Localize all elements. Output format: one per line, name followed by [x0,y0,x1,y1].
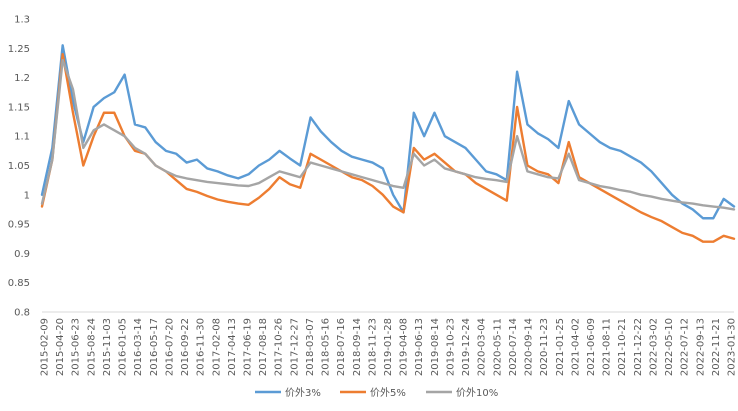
x-tick-label: 2018-07-16 [336,318,347,376]
x-tick-label: 2021-08-11 [602,318,613,376]
x-tick-label: 2017-08-18 [258,318,269,376]
y-tick-label: 0.9 [14,249,30,260]
y-tick-label: 1.2 [14,73,30,84]
y-tick-label: 1.3 [14,15,30,26]
y-tick-label: 1.15 [8,102,30,113]
x-tick-label: 2017-10-26 [274,318,285,376]
x-tick-label: 2019-04-08 [399,318,410,376]
x-tick-label: 2015-08-24 [86,318,97,376]
x-tick-label: 2018-09-14 [352,318,363,376]
x-tick-label: 2021-10-21 [617,318,628,376]
x-tick-label: 2016-05-17 [149,318,160,376]
x-tick-label: 2020-11-23 [539,318,550,376]
x-tick-label: 2015-02-09 [40,318,51,376]
legend-label: 价外3% [285,387,321,399]
series-line-1 [40,44,736,220]
y-tick-label: 0.8 [14,308,30,319]
x-tick-label: 2017-02-08 [211,318,222,376]
y-tick-label: 0.95 [8,220,30,231]
legend-label: 价外10% [456,387,498,399]
series-group [40,44,736,243]
x-tick-label: 2019-01-28 [383,318,394,376]
x-tick-label: 2021-01-25 [555,318,566,376]
y-axis: 0.8 0.85 0.9 0.95 1 1.05 1.1 1.15 1.2 1.25 1.3 [8,15,30,319]
x-tick-label: 2017-12-27 [289,318,300,376]
x-tick-label: 2022-03-02 [648,318,659,376]
x-tick-label: 2022-11-21 [711,318,722,376]
x-tick-label: 2016-07-20 [164,318,175,376]
y-tick-label: 1.25 [8,44,30,55]
x-tick-label: 2022-07-12 [680,318,691,376]
x-tick-label: 2021-06-09 [586,318,597,376]
x-tick-label: 2017-06-19 [242,318,253,376]
x-tick-label: 2021-04-02 [570,318,581,376]
legend-label: 价外5% [370,387,406,399]
x-tick-label: 2019-06-13 [414,318,425,376]
x-tick-label: 2018-05-16 [321,318,332,376]
x-tick-label: 2016-01-05 [118,318,129,376]
x-tick-label: 2018-03-07 [305,318,316,376]
x-tick-label: 2019-12-24 [461,318,472,376]
x-tick-label: 2020-07-14 [508,318,519,376]
series-line-3 [40,58,736,211]
y-tick-label: 0.85 [8,278,30,289]
x-tick-label: 2020-05-11 [492,318,503,376]
x-tick-label: 2020-03-04 [477,318,488,376]
x-tick-label: 2017-04-13 [227,318,238,376]
x-tick-label: 2019-08-14 [430,318,441,376]
y-tick-label: 1 [24,190,30,201]
x-tick-label: 2019-10-23 [445,318,456,376]
x-tick-label: 2023-01-30 [727,318,738,376]
x-tick-label: 2015-04-20 [55,318,66,376]
x-tick-label: 2022-09-13 [695,318,706,376]
x-tick-label: 2015-06-23 [71,318,82,376]
series-line-2 [40,52,736,243]
y-tick-label: 1.1 [14,132,30,143]
x-axis: 2015-02-09 2015-04-20 2015-06-23 2015-08-24… [40,318,738,376]
x-tick-label: 2018-11-23 [367,318,378,376]
y-tick-label: 1.05 [8,161,30,172]
x-tick-label: 2021-12-22 [633,318,644,376]
x-tick-label: 2016-11-30 [196,318,207,376]
x-tick-label: 2015-11-03 [102,318,113,376]
x-tick-label: 2016-09-22 [180,318,191,376]
legend: 价外3% 价外5% 价外10% [255,387,498,399]
x-tick-label: 2022-05-10 [664,318,675,376]
x-tick-label: 2016-03-14 [133,318,144,376]
x-tick-label: 2020-09-14 [524,318,535,376]
